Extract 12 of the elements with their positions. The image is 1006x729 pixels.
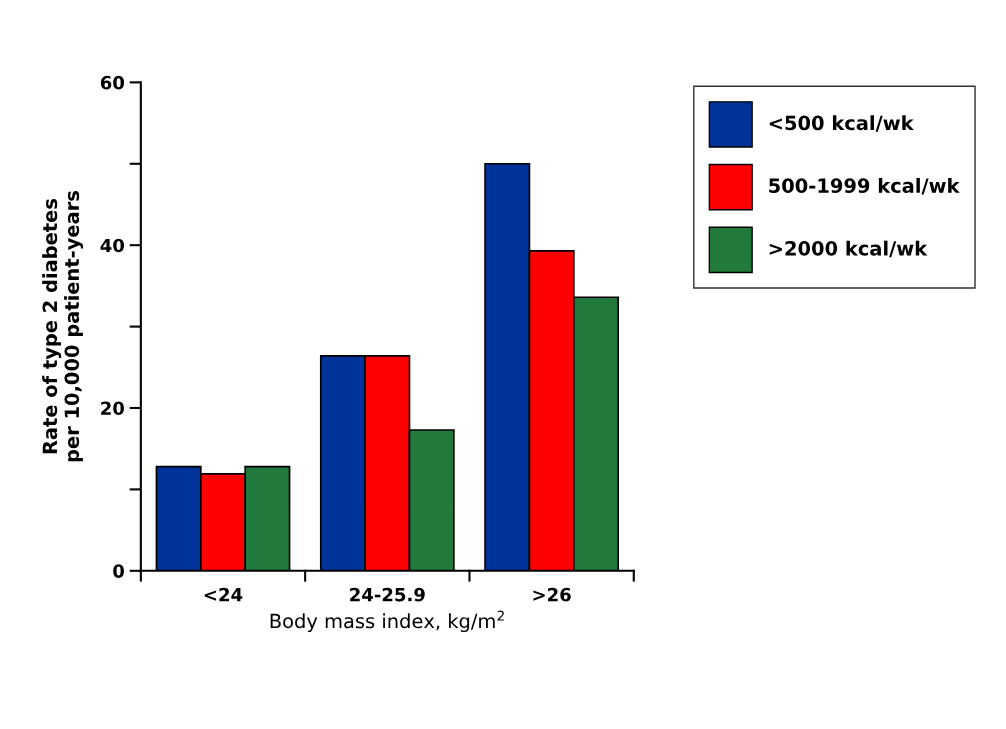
- legend-label: >2000 kcal/wk: [769, 240, 928, 258]
- x-tick-label: >26: [533, 587, 571, 602]
- y-axis-title: Rate of type 2 diabetes per 10,000 patient-years: [42, 191, 84, 462]
- legend-label: <500 kcal/wk: [769, 115, 914, 132]
- y-tick-label: 20: [101, 401, 124, 416]
- y-tick-label: 60: [100, 75, 124, 90]
- x-axis-title: Body mass index, kg/m$^{2}$: [270, 610, 504, 633]
- x-tick-label: <24: [204, 587, 243, 602]
- legend-label: 500-1999 kcal/wk: [769, 177, 960, 195]
- x-tick-label: 24-25.9: [350, 587, 425, 602]
- y-tick-label: 0: [113, 564, 124, 578]
- y-tick-label: 40: [100, 238, 124, 253]
